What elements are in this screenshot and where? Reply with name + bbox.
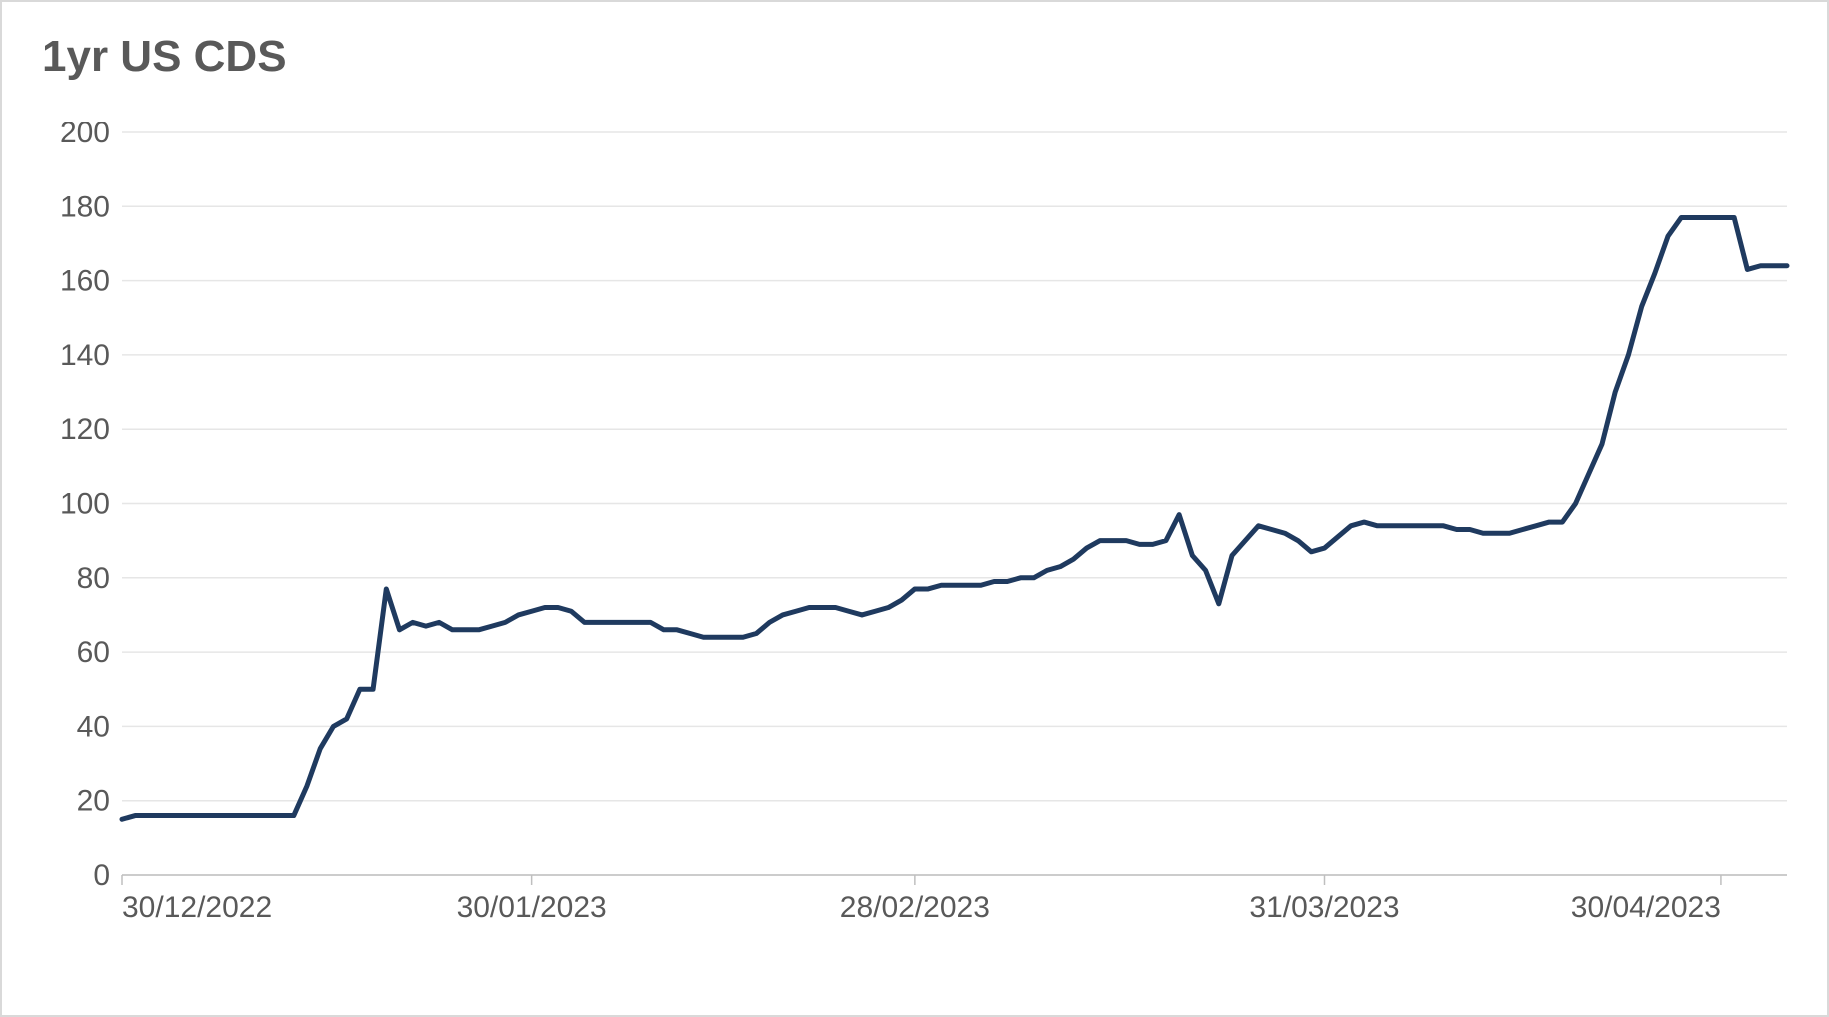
y-tick-label: 140 [60,339,110,372]
line-chart-svg: 02040608010012014016018020030/12/202230/… [42,122,1797,925]
x-tick-label: 31/03/2023 [1249,891,1399,924]
y-axis-ticks: 0 20 40 60 80 100 120 140 160 180 200 [60,122,110,892]
y-tick-label: 120 [60,413,110,446]
x-tick-label: 30/04/2023 [1571,891,1721,924]
y-tick-label: 180 [60,190,110,223]
series-line [122,217,1787,819]
chart-title: 1yr US CDS [42,32,1797,82]
x-tick-label: 30/01/2023 [457,891,607,924]
y-tick-label: 60 [77,636,110,669]
y-tick-label: 0 [93,859,110,892]
y-tick-label: 160 [60,265,110,298]
y-tick-label: 100 [60,488,110,521]
y-tick-label: 40 [77,710,110,743]
plot-area: 02040608010012014016018020030/12/202230/… [42,122,1797,925]
y-tick-label: 200 [60,122,110,149]
x-axis-ticks: 30/12/2022 30/01/2023 28/02/2023 31/03/2023… [122,875,1721,924]
x-tick-label: 28/02/2023 [840,891,990,924]
y-tick-label: 20 [77,785,110,818]
x-tick-label: 30/12/2022 [122,891,272,924]
gridlines [122,132,1787,875]
chart-container: 1yr US CDS 0 20 40 60 80 100 120 140 160 180 200 30… [0,0,1829,1017]
y-tick-label: 80 [77,562,110,595]
